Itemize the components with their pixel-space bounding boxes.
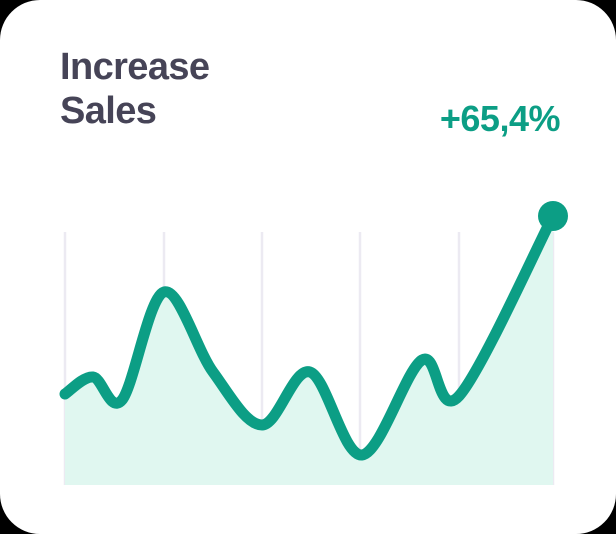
page-title: Increase Sales (60, 46, 210, 132)
chart-endpoint-dot[interactable] (538, 201, 568, 231)
card-header: Increase Sales +65,4% (0, 0, 616, 190)
status-badge: +65,4% (439, 98, 561, 139)
chart-line (59, 210, 559, 461)
chart-area-fill (65, 216, 553, 485)
